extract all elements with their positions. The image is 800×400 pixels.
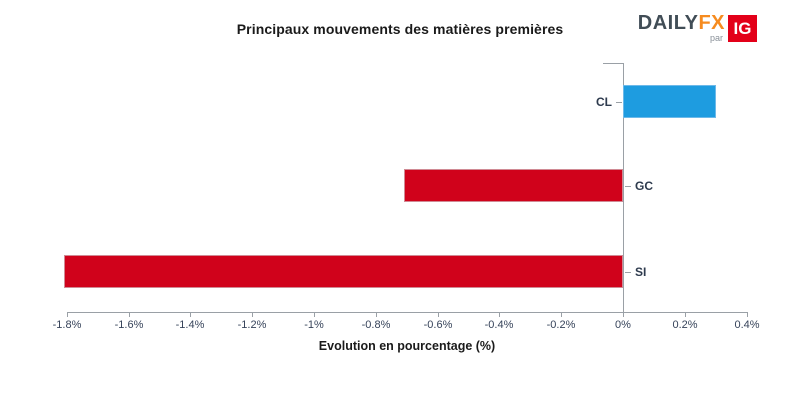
bar-cl <box>623 85 716 118</box>
bar-si <box>63 255 623 288</box>
x-tick <box>623 312 624 317</box>
x-tick <box>314 312 315 317</box>
y-axis-zero-line <box>623 63 624 317</box>
x-tick-label: 0.4% <box>734 319 760 331</box>
x-tick-label: 0.2% <box>672 319 698 331</box>
x-tick <box>561 312 562 317</box>
x-tick-label: -1% <box>304 319 324 331</box>
chart-title: Principaux mouvements des matières premi… <box>236 21 564 37</box>
x-tick <box>499 312 500 317</box>
x-axis-line <box>66 312 747 313</box>
dailyfx-logo: DAILYFX par IG <box>637 12 757 43</box>
category-label-cl: CL <box>596 95 612 109</box>
bar-gc <box>403 169 623 202</box>
x-tick-label: -1.8% <box>52 319 82 331</box>
x-axis-title: Evolution en pourcentage (%) <box>318 339 496 353</box>
x-tick <box>685 312 686 317</box>
category-tick <box>616 102 622 103</box>
dailyfx-logo-text: DAILYFX par <box>637 12 725 43</box>
x-tick <box>252 312 253 317</box>
x-tick <box>190 312 191 317</box>
logo-par-text: par <box>709 33 723 43</box>
x-tick <box>129 312 130 317</box>
y-axis-top-tick <box>603 63 623 64</box>
logo-daily-text: DAILY <box>637 12 699 34</box>
x-tick-label: -1.6% <box>114 319 144 331</box>
ig-logo: IG <box>728 15 757 42</box>
x-tick-label: -0.8% <box>361 319 391 331</box>
x-tick-label: -0.2% <box>546 319 576 331</box>
x-tick-label: -0.6% <box>423 319 453 331</box>
category-tick <box>625 272 631 273</box>
x-tick-label: 0% <box>615 319 631 331</box>
category-label-si: SI <box>635 265 647 279</box>
x-tick-label: -1.2% <box>237 319 267 331</box>
x-tick <box>67 312 68 317</box>
x-tick-label: -0.4% <box>484 319 514 331</box>
x-tick <box>376 312 377 317</box>
category-tick <box>625 186 631 187</box>
category-label-gc: GC <box>635 179 653 193</box>
x-tick <box>747 312 748 317</box>
x-tick <box>438 312 439 317</box>
x-tick-label: -1.4% <box>175 319 205 331</box>
logo-fx-text: FX <box>698 12 725 34</box>
